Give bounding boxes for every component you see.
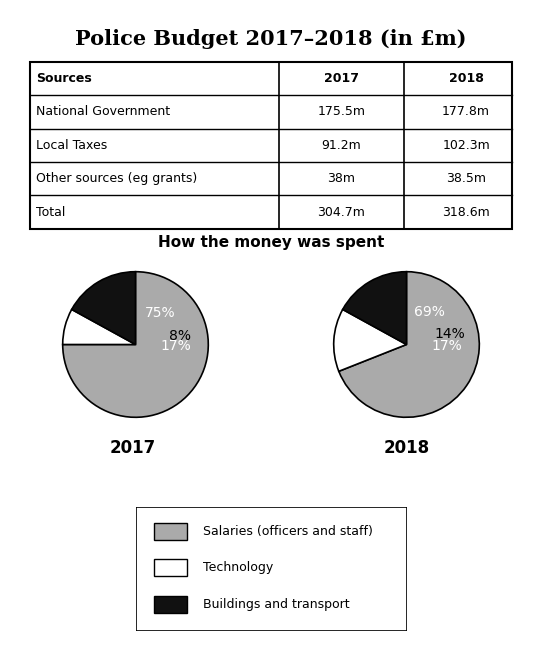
Wedge shape <box>63 272 208 417</box>
Text: Local Taxes: Local Taxes <box>36 139 107 152</box>
Text: 14%: 14% <box>435 326 466 341</box>
Text: 175.5m: 175.5m <box>318 105 365 118</box>
Text: 2017: 2017 <box>324 72 359 85</box>
Text: 304.7m: 304.7m <box>318 205 365 218</box>
Text: 69%: 69% <box>414 304 444 318</box>
Text: 2018: 2018 <box>383 439 430 457</box>
FancyBboxPatch shape <box>136 507 406 630</box>
Text: 75%: 75% <box>145 306 175 320</box>
Text: Other sources (eg grants): Other sources (eg grants) <box>36 172 198 185</box>
Wedge shape <box>72 272 136 344</box>
Text: Police Budget 2017–2018 (in £m): Police Budget 2017–2018 (in £m) <box>75 29 467 49</box>
Text: 38.5m: 38.5m <box>446 172 486 185</box>
Text: Total: Total <box>36 205 66 218</box>
Wedge shape <box>343 272 406 344</box>
FancyBboxPatch shape <box>154 523 187 540</box>
Wedge shape <box>334 309 406 371</box>
Text: Buildings and transport: Buildings and transport <box>203 598 350 611</box>
Text: National Government: National Government <box>36 105 170 118</box>
Text: 91.2m: 91.2m <box>321 139 362 152</box>
Text: 318.6m: 318.6m <box>442 205 490 218</box>
Text: 38m: 38m <box>327 172 356 185</box>
Text: 17%: 17% <box>431 339 462 352</box>
Text: 2018: 2018 <box>449 72 483 85</box>
Text: Salaries (officers and staff): Salaries (officers and staff) <box>203 525 373 538</box>
Text: 17%: 17% <box>160 339 191 352</box>
FancyBboxPatch shape <box>154 596 187 613</box>
Text: 8%: 8% <box>169 329 191 343</box>
Wedge shape <box>339 272 479 417</box>
Text: Technology: Technology <box>203 561 274 574</box>
Wedge shape <box>63 309 136 344</box>
Text: 177.8m: 177.8m <box>442 105 490 118</box>
Text: Sources: Sources <box>36 72 92 85</box>
Text: 2017: 2017 <box>109 439 156 457</box>
Text: How the money was spent: How the money was spent <box>158 235 384 250</box>
Text: 102.3m: 102.3m <box>442 139 490 152</box>
FancyBboxPatch shape <box>154 559 187 576</box>
